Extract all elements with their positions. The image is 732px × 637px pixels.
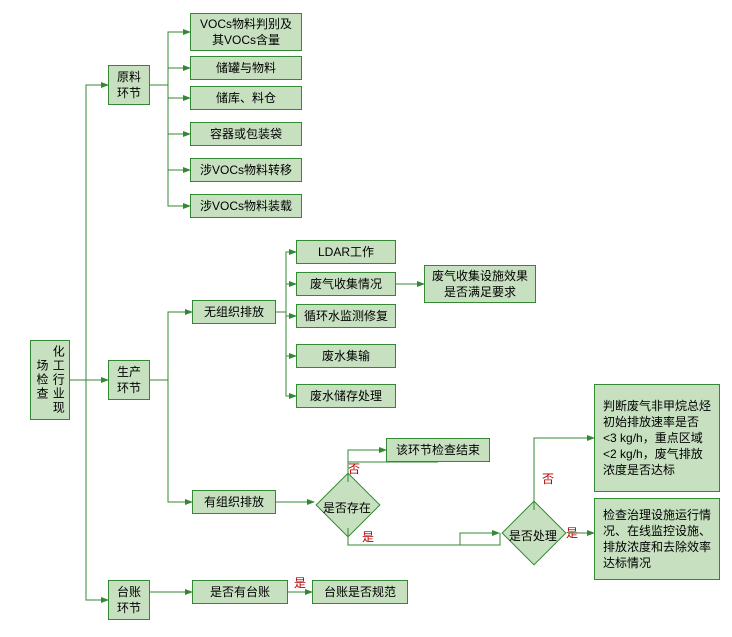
node-judge-b: 检查治理设施运行情况、在线监控设施、排放浓度和去除效率达标情况	[594, 498, 720, 580]
node-un1-label: LDAR工作	[318, 244, 374, 260]
node-un5: 废水储存处理	[296, 384, 396, 408]
node-raw3: 储库、料仓	[190, 86, 302, 110]
node-un2: 废气收集情况	[296, 272, 396, 296]
edge-label-exist-yes: 是	[362, 528, 374, 545]
node-raw-label: 原料环节	[115, 69, 143, 101]
node-un2-label: 废气收集情况	[310, 276, 382, 292]
node-check-end-label: 该环节检查结束	[396, 442, 480, 458]
node-prod: 生产环节	[108, 360, 150, 400]
node-prod-label: 生产环节	[115, 364, 143, 396]
node-raw4-label: 容器或包装袋	[210, 126, 282, 142]
node-un3: 循环水监测修复	[296, 304, 396, 328]
node-ledgerok: 台账是否规范	[312, 580, 408, 604]
node-raw3-label: 储库、料仓	[216, 90, 276, 106]
node-root: 化工行业现场检查	[30, 340, 70, 420]
node-coll-eff-label: 废气收集设施效果是否满足要求	[431, 268, 529, 300]
node-hasledger-label: 是否有台账	[210, 584, 270, 600]
node-org-label: 有组织排放	[204, 494, 264, 510]
node-root-label: 化工行业现场检查	[34, 345, 66, 415]
node-raw5-label: 涉VOCs物料转移	[200, 162, 292, 178]
node-check-end: 该环节检查结束	[386, 438, 490, 462]
node-raw2-label: 储罐与物料	[216, 60, 276, 76]
node-raw5: 涉VOCs物料转移	[190, 158, 302, 182]
node-unorg-label: 无组织排放	[204, 304, 264, 320]
node-ledger: 台账环节	[108, 580, 150, 620]
node-judge-b-label: 检查治理设施运行情况、在线监控设施、排放浓度和去除效率达标情况	[603, 507, 711, 572]
diamond-exist: 是否存在	[313, 482, 383, 522]
node-coll-eff: 废气收集设施效果是否满足要求	[424, 265, 536, 303]
node-raw6-label: 涉VOCs物料装载	[200, 198, 292, 214]
node-raw1: VOCs物料判别及其VOCs含量	[190, 13, 302, 51]
node-judge-a: 判断废气非甲烷总烃初始排放速率是否<3 kg/h，重点区域<2 kg/h，废气排…	[594, 384, 720, 492]
node-org: 有组织排放	[192, 490, 276, 514]
node-raw6: 涉VOCs物料装载	[190, 194, 302, 218]
node-ledger-label: 台账环节	[115, 584, 143, 616]
node-raw4: 容器或包装袋	[190, 122, 302, 146]
node-ledgerok-label: 台账是否规范	[324, 584, 396, 600]
diamond-exist-label: 是否存在	[302, 499, 392, 516]
edge-label-exist-no: 否	[348, 460, 360, 477]
diamond-handle: 是否处理	[499, 510, 569, 556]
edge-label-handle-yes: 是	[566, 524, 578, 541]
node-judge-a-label: 判断废气非甲烷总烃初始排放速率是否<3 kg/h，重点区域<2 kg/h，废气排…	[603, 398, 711, 479]
node-unorg: 无组织排放	[192, 300, 276, 324]
node-raw1-label: VOCs物料判别及其VOCs含量	[197, 16, 295, 48]
node-un1: LDAR工作	[296, 240, 396, 264]
edge-label-ledger-yes: 是	[294, 574, 306, 591]
edge-label-handle-no: 否	[542, 470, 554, 487]
node-raw2: 储罐与物料	[190, 56, 302, 80]
node-un4: 废水集输	[296, 344, 396, 368]
node-un3-label: 循环水监测修复	[304, 308, 388, 324]
node-raw: 原料环节	[108, 65, 150, 105]
node-un4-label: 废水集输	[322, 348, 370, 364]
diamond-handle-label: 是否处理	[488, 527, 578, 544]
node-hasledger: 是否有台账	[192, 580, 288, 604]
node-un5-label: 废水储存处理	[310, 388, 382, 404]
